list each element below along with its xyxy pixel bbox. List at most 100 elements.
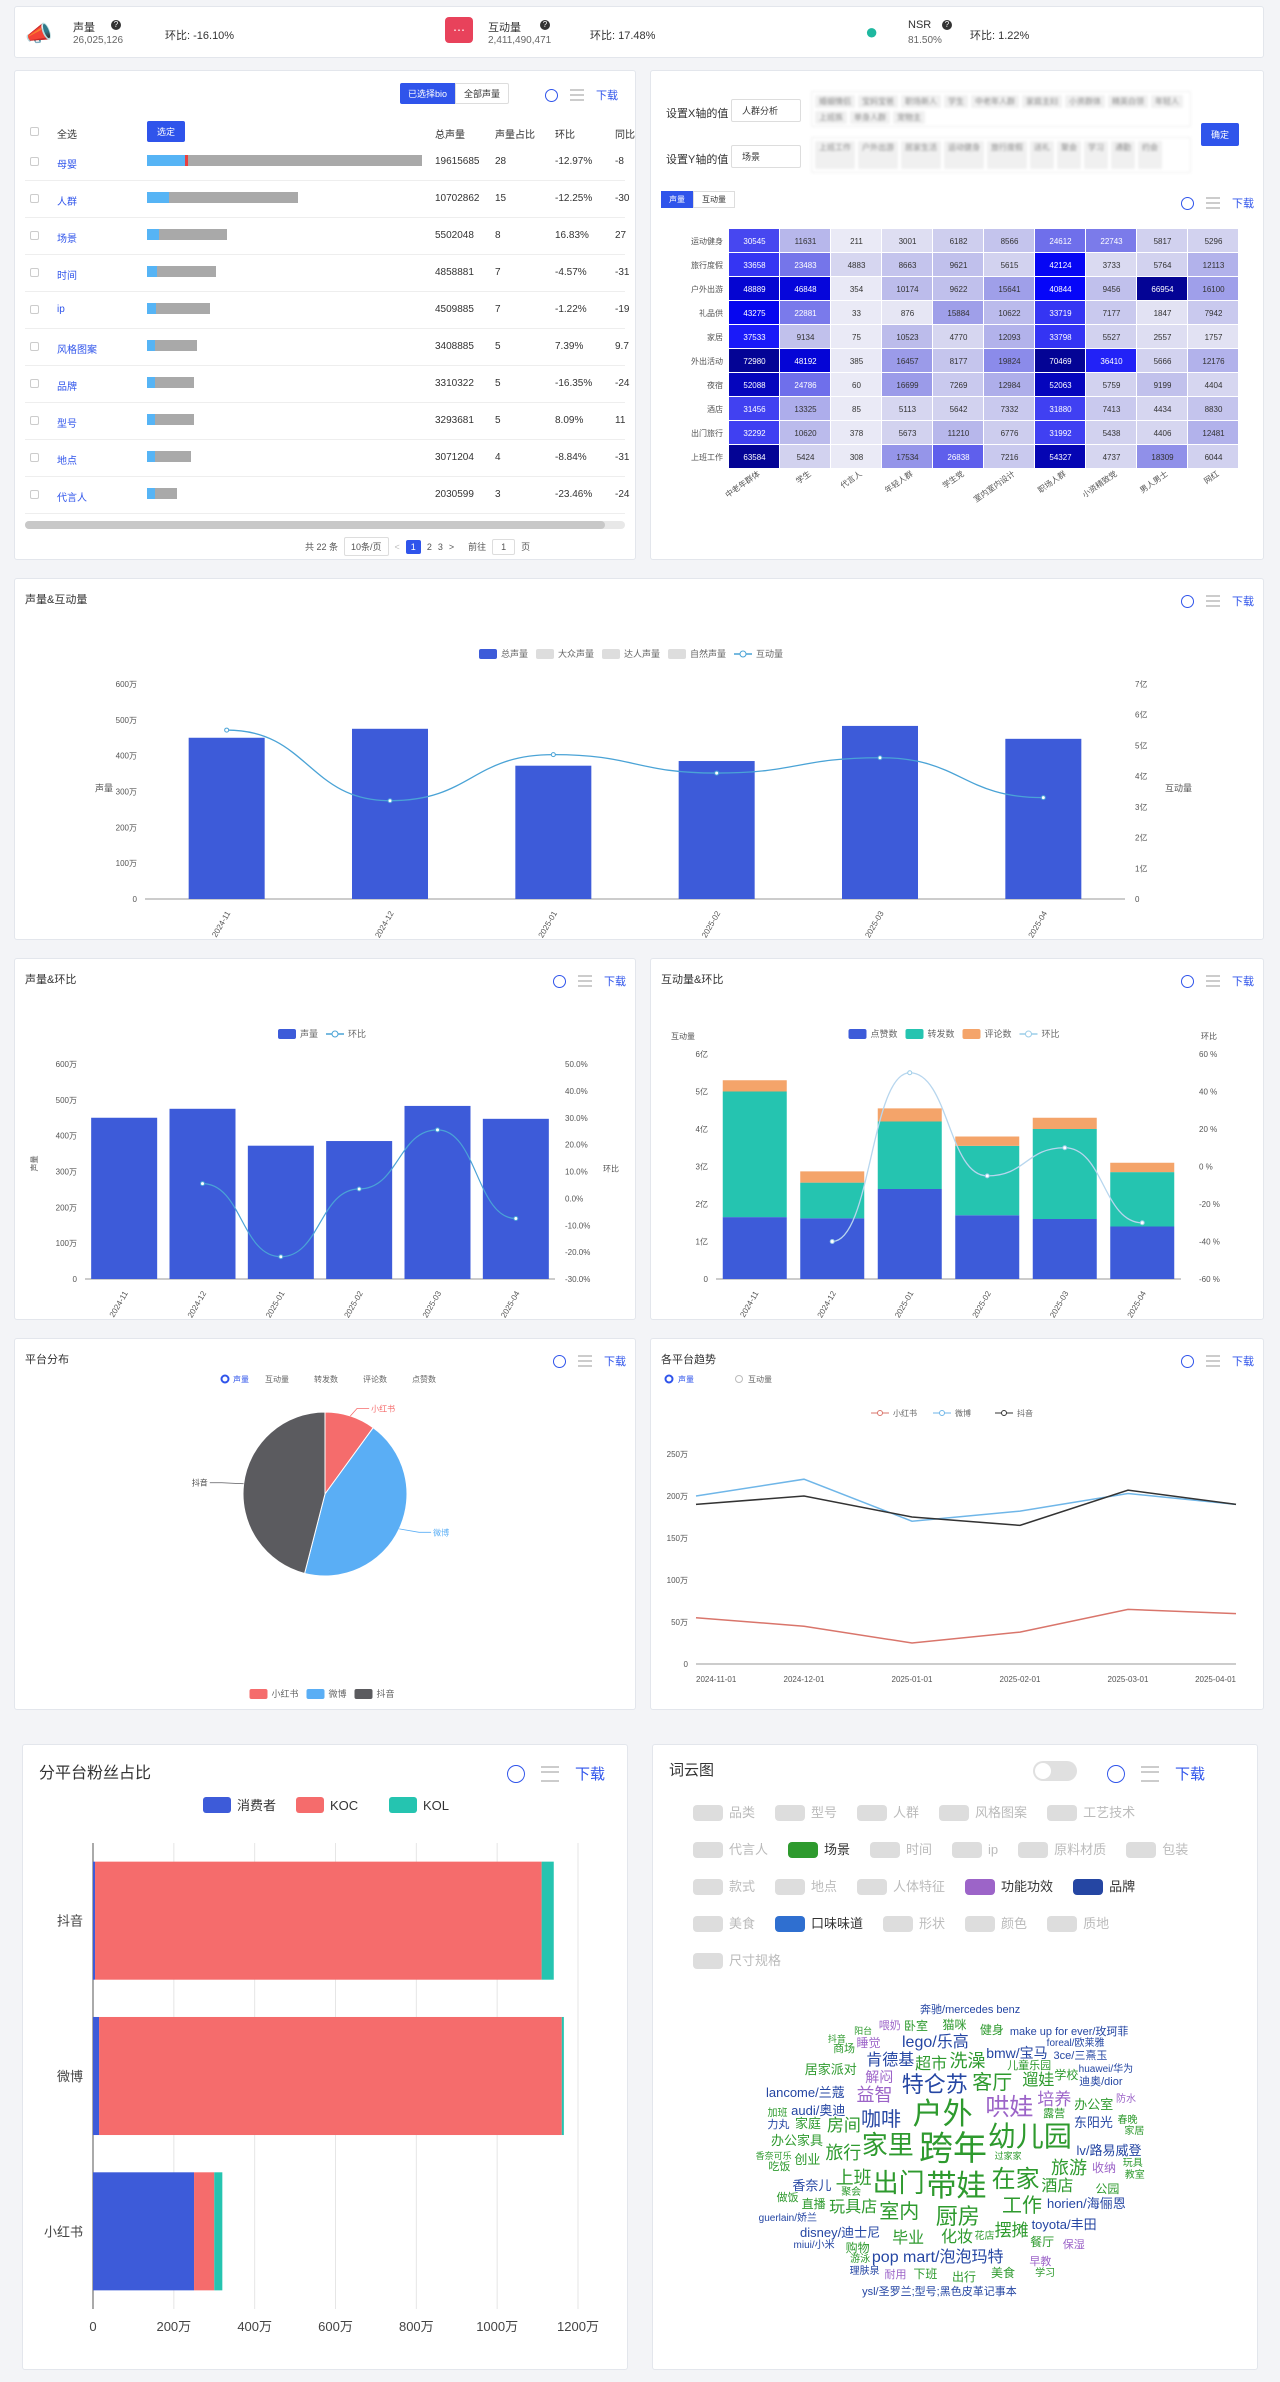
cloud-word[interactable]: huawei/华为 bbox=[1078, 2064, 1134, 2076]
row-checkbox[interactable] bbox=[30, 305, 39, 314]
cloud-word[interactable]: lv/路易威登 bbox=[1076, 2142, 1142, 2158]
chip-10[interactable]: 包装 bbox=[1126, 1834, 1188, 1866]
row-name[interactable]: ip bbox=[57, 304, 65, 315]
chip-8[interactable]: ip bbox=[952, 1834, 998, 1866]
chip-7[interactable]: 时间 bbox=[870, 1834, 932, 1866]
table-row[interactable]: 人群 10702862 15 -12.25% -30 bbox=[15, 186, 635, 218]
tab-engagement[interactable]: 互动量 bbox=[693, 191, 735, 208]
cloud-word[interactable]: audi/奥迪 bbox=[791, 2102, 846, 2118]
pie-toggle-icon[interactable] bbox=[507, 1764, 525, 1783]
download-button[interactable]: 下载 bbox=[1232, 596, 1254, 608]
cloud-word[interactable]: 迪奥/dior bbox=[1079, 2075, 1123, 2088]
cloud-word[interactable]: miui/小米 bbox=[793, 2240, 835, 2252]
x-axis-select[interactable]: 人群分析 bbox=[731, 99, 801, 122]
axis-option-tag[interactable]: 送礼 bbox=[1030, 141, 1054, 169]
cloud-word[interactable]: 出行 bbox=[951, 2270, 976, 2284]
cloud-word[interactable]: 跨年 bbox=[919, 2130, 987, 2169]
cloud-word[interactable]: 室内 bbox=[879, 2200, 920, 2223]
next-page-button[interactable]: > bbox=[448, 541, 455, 552]
chip-3[interactable]: 风格图案 bbox=[939, 1797, 1027, 1829]
download-button[interactable]: 下载 bbox=[1232, 976, 1254, 988]
wordcloud-download-button[interactable]: 下载 bbox=[1175, 1766, 1206, 1783]
row-checkbox[interactable] bbox=[30, 157, 39, 166]
cloud-word[interactable]: 餐厅 bbox=[1030, 2234, 1055, 2249]
axis-option-tag[interactable]: 上班族 bbox=[815, 111, 847, 124]
row-name[interactable]: 时间 bbox=[57, 271, 77, 282]
wordcloud-switch[interactable] bbox=[1033, 1761, 1077, 1781]
cloud-word[interactable]: 房间 bbox=[826, 2116, 861, 2136]
cloud-word[interactable]: 厨房 bbox=[935, 2204, 980, 2230]
cloud-word[interactable]: 学习 bbox=[1035, 2267, 1056, 2279]
axis-option-tag[interactable]: 学习 bbox=[1084, 141, 1108, 169]
cloud-word[interactable]: 抖音 bbox=[827, 2033, 846, 2044]
chip-14[interactable]: 功能功效 bbox=[965, 1871, 1053, 1903]
cloud-word[interactable]: 工作 bbox=[1002, 2194, 1043, 2217]
cloud-word[interactable]: 户外 bbox=[912, 2098, 973, 2132]
heatmap-confirm-button[interactable]: 确定 bbox=[1201, 123, 1240, 146]
cloud-word[interactable]: 奔驰/mercedes benz bbox=[920, 2003, 1021, 2016]
cloud-word[interactable]: 东阳光 bbox=[1073, 2115, 1113, 2131]
axis-option-tag[interactable]: 居家生活 bbox=[901, 141, 941, 169]
cloud-word[interactable]: 过家家 bbox=[994, 2151, 1022, 2162]
cloud-word[interactable]: bmw/宝马 bbox=[986, 2045, 1048, 2062]
page-3[interactable]: 3 bbox=[437, 541, 443, 552]
table-row[interactable]: ip 4509885 7 -1.22% -19 bbox=[15, 297, 635, 329]
cloud-word[interactable]: 居家派对 bbox=[804, 2061, 857, 2077]
cloud-word[interactable]: 直播 bbox=[801, 2196, 826, 2211]
axis-option-tag[interactable]: 约会 bbox=[1138, 141, 1162, 169]
cloud-word[interactable]: 超市 bbox=[915, 2055, 948, 2073]
cloud-word[interactable]: 香奈儿 bbox=[792, 2177, 832, 2193]
pie-toggle-icon[interactable] bbox=[1181, 1354, 1194, 1368]
cloud-word[interactable]: 解闷 bbox=[865, 2069, 894, 2086]
cloud-word[interactable]: 防水 bbox=[1115, 2094, 1136, 2106]
row-name[interactable]: 代言人 bbox=[57, 493, 87, 504]
pie-toggle-icon[interactable] bbox=[553, 1354, 566, 1368]
cloud-word[interactable]: 力丸 bbox=[767, 2118, 790, 2131]
axis-option-tag[interactable]: 运动健身 bbox=[944, 141, 984, 169]
cloud-word[interactable]: 出门 bbox=[872, 2168, 925, 2199]
cloud-word[interactable]: 幼儿园 bbox=[987, 2120, 1072, 2152]
goto-input[interactable]: 1 bbox=[492, 538, 516, 555]
page-2[interactable]: 2 bbox=[426, 541, 432, 552]
cloud-word[interactable]: 卧室 bbox=[904, 2019, 929, 2034]
axis-option-tag[interactable]: 通勤 bbox=[1111, 141, 1135, 169]
row-checkbox[interactable] bbox=[30, 342, 39, 351]
table-row[interactable]: 时间 4858881 7 -4.57% -31 bbox=[15, 260, 635, 292]
cloud-word[interactable]: 理肤泉 bbox=[849, 2266, 880, 2278]
pie-toggle-icon[interactable] bbox=[1181, 594, 1194, 608]
cloud-word[interactable]: 益智 bbox=[856, 2084, 893, 2105]
cloud-word[interactable]: 摆摊 bbox=[994, 2221, 1029, 2241]
cloud-word[interactable]: lancome/兰蔻 bbox=[765, 2084, 845, 2100]
grid-toggle-icon[interactable] bbox=[1141, 1765, 1159, 1782]
grid-toggle-icon[interactable] bbox=[1206, 975, 1220, 987]
cloud-word[interactable]: 特仑苏 bbox=[901, 2071, 968, 2097]
chip-0[interactable]: 品类 bbox=[693, 1797, 755, 1829]
chip-11[interactable]: 款式 bbox=[693, 1871, 755, 1903]
prev-page-button[interactable]: < bbox=[394, 541, 400, 552]
cloud-word[interactable]: toyota/丰田 bbox=[1031, 2217, 1097, 2233]
chip-17[interactable]: 口味味道 bbox=[775, 1908, 863, 1940]
row-name[interactable]: 品牌 bbox=[57, 382, 77, 393]
cloud-word[interactable]: 春晚 bbox=[1117, 2115, 1138, 2127]
info-icon[interactable]: ? bbox=[942, 20, 952, 30]
cloud-word[interactable]: disney/迪士尼 bbox=[799, 2224, 881, 2240]
grid-toggle-icon[interactable] bbox=[578, 1355, 592, 1367]
cloud-word[interactable]: 收纳 bbox=[1091, 2160, 1116, 2175]
chip-4[interactable]: 工艺技术 bbox=[1047, 1797, 1135, 1829]
select-all-checkbox[interactable] bbox=[30, 127, 39, 136]
heatmap-download-button[interactable]: 下载 bbox=[1232, 198, 1254, 210]
chip-1[interactable]: 型号 bbox=[775, 1797, 837, 1829]
table-row[interactable]: 型号 3293681 5 8.09% 11 bbox=[15, 408, 635, 440]
row-checkbox[interactable] bbox=[30, 490, 39, 499]
axis-option-tag[interactable]: 宝妈宝爸 bbox=[858, 95, 898, 108]
axis-option-tag[interactable]: 聚会 bbox=[1057, 141, 1081, 169]
cloud-word[interactable]: 带娃 bbox=[926, 2170, 987, 2204]
cloud-word[interactable]: 保湿 bbox=[1062, 2238, 1085, 2251]
row-name[interactable]: 场景 bbox=[57, 234, 77, 245]
cloud-word[interactable]: 露营 bbox=[1043, 2107, 1066, 2120]
tab-voice[interactable]: 声量 bbox=[661, 191, 693, 208]
cloud-word[interactable]: guerlain/娇兰 bbox=[758, 2212, 818, 2224]
cloud-word[interactable]: 下班 bbox=[913, 2266, 938, 2281]
axis-option-tag[interactable]: 学生 bbox=[944, 95, 968, 108]
axis-option-tag[interactable]: 小资群体 bbox=[1065, 95, 1105, 108]
